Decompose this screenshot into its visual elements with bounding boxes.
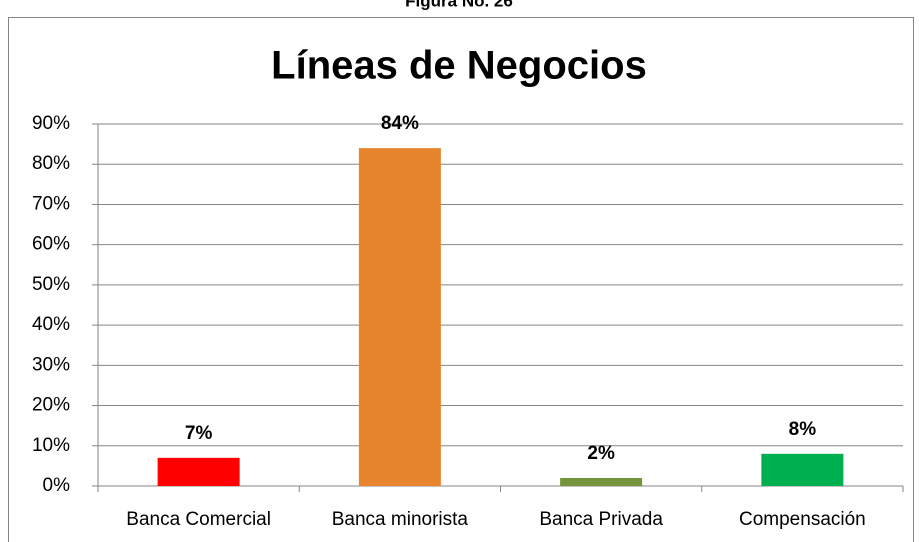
y-tick-label: 50% [32, 274, 70, 295]
data-label: 8% [789, 419, 817, 440]
y-tick-label: 10% [32, 435, 70, 456]
x-tick-label: Banca Comercial [126, 509, 271, 530]
chart-title: Líneas de Negocios [271, 44, 647, 88]
y-tick-label: 40% [32, 314, 70, 335]
bar [761, 453, 844, 486]
bar [358, 148, 441, 486]
data-label: 84% [381, 113, 419, 134]
y-tick-label: 70% [32, 193, 70, 214]
y-tick-label: 80% [32, 153, 70, 174]
y-tick-label: 30% [32, 354, 70, 375]
y-tick-label: 20% [32, 395, 70, 416]
bar [157, 457, 240, 486]
x-tick-label: Banca minorista [332, 509, 469, 530]
data-label: 2% [587, 443, 615, 464]
y-tick-label: 0% [43, 475, 71, 496]
chart-border [8, 17, 914, 542]
figure-label: Figura No. 26 [405, 0, 513, 10]
x-tick-label: Banca Privada [539, 509, 663, 530]
y-tick-label: 90% [32, 113, 70, 134]
y-tick-label: 60% [32, 234, 70, 255]
x-tick-label: Compensación [739, 509, 866, 530]
data-label: 7% [185, 423, 213, 444]
bar [560, 477, 643, 486]
